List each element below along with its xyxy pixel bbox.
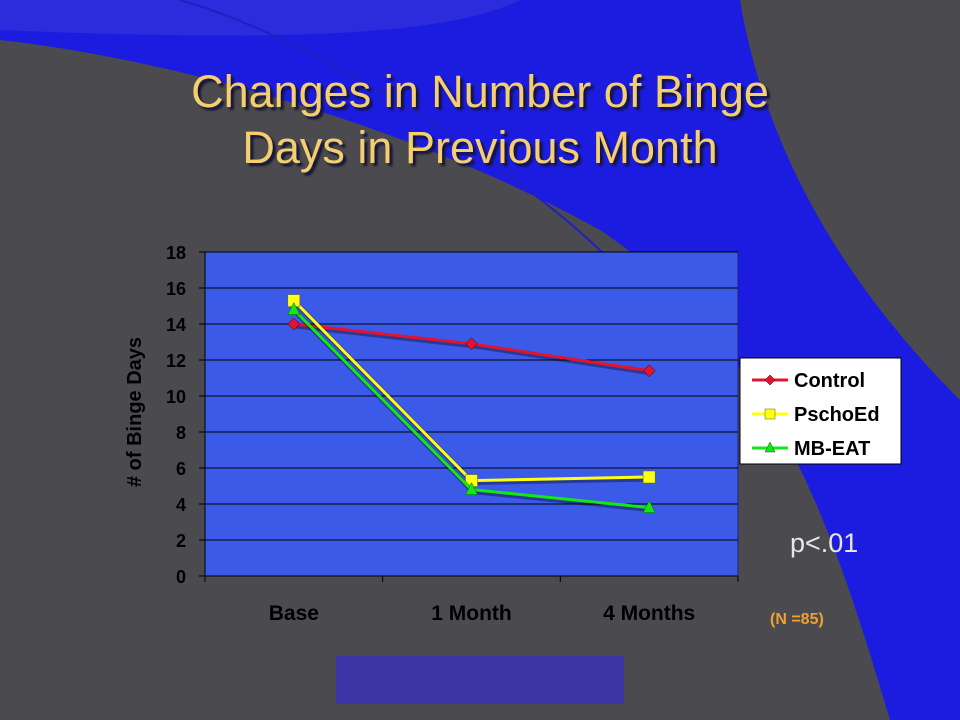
y-tick-label: 18 [166, 243, 186, 263]
data-point-pschoed-2 [642, 470, 656, 484]
legend-label-pschoed: PschoEd [794, 404, 880, 426]
legend-marker-mb-eat [764, 441, 776, 453]
legend-marker-control [764, 374, 776, 386]
series-mb-eat [287, 302, 656, 513]
swoosh-thin-line [179, 0, 611, 261]
y-tick-label: 4 [176, 495, 186, 515]
data-point-control-2 [642, 364, 656, 378]
data-point-mb-eat-0 [287, 302, 301, 315]
y-tick-label: 8 [176, 423, 186, 443]
legend-label-mb-eat: MB-EAT [794, 438, 870, 460]
data-point-mb-eat-1 [465, 482, 478, 495]
data-point-control-0 [287, 317, 301, 331]
axes [199, 251, 739, 582]
y-axis-label: # of Binge Days [124, 337, 146, 487]
title-line-2: Days in Previous Month [242, 122, 718, 173]
data-point-control-1 [465, 337, 478, 351]
series-pschoed [287, 294, 656, 487]
series-layer [287, 294, 656, 513]
y-tick-label: 14 [166, 315, 186, 335]
p-value-label: p<.01 [790, 528, 859, 558]
tick-labels: 0 2 4 6 8 10 12 14 16 18 Base 1 Month 4 Months [166, 243, 695, 625]
legend: Control PschoEd MB-EAT [739, 357, 902, 465]
y-tick-label: 2 [176, 531, 186, 551]
legend-marker-pschoed [764, 408, 776, 420]
x-tick-label: 4 Months [603, 602, 695, 625]
footer-placeholder-box [336, 656, 624, 704]
swoosh-inner-shade [0, 0, 520, 36]
data-point-mb-eat-2 [642, 500, 656, 513]
sample-size-note: (N =85) [770, 611, 824, 628]
y-tick-label: 10 [166, 387, 186, 407]
x-tick-label: Base [269, 602, 319, 625]
y-tick-label: 16 [166, 279, 186, 299]
series-control [287, 317, 656, 378]
y-tick-label: 0 [176, 567, 186, 587]
legend-label-control: Control [794, 370, 865, 392]
y-tick-label: 12 [166, 351, 186, 371]
plot-area [204, 251, 739, 577]
title-line-1: Changes in Number of Binge [191, 66, 769, 117]
x-tick-label: 1 Month [431, 602, 511, 625]
y-tick-label: 6 [176, 459, 186, 479]
slide-title: Changes in Number of Binge Days in Previ… [60, 64, 900, 176]
